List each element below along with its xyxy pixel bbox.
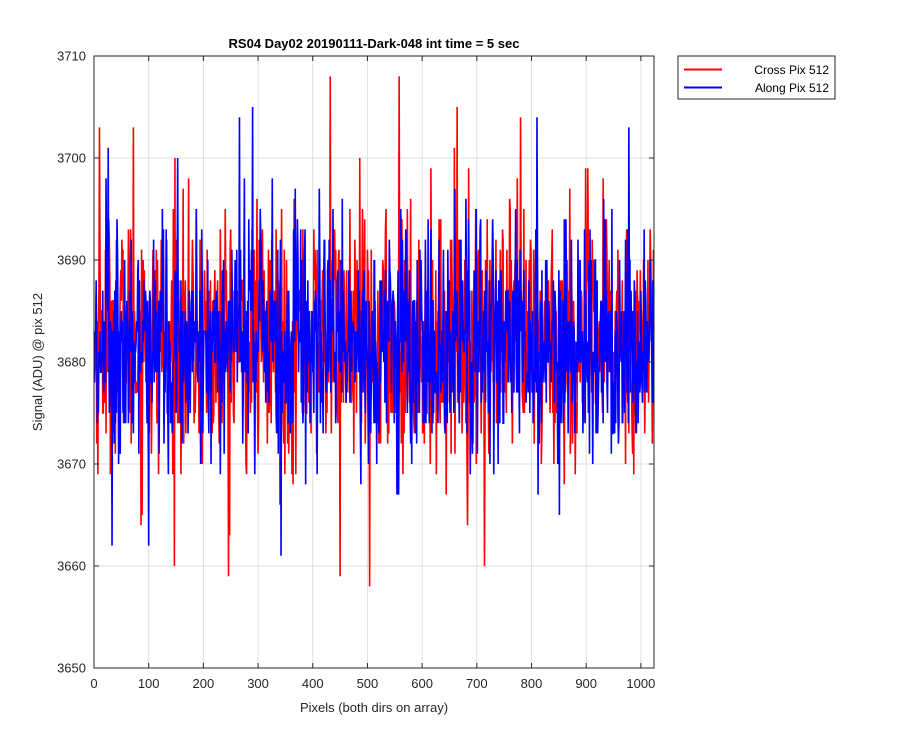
chart-title: RS04 Day02 20190111-Dark-048 int time = …	[229, 36, 520, 51]
y-tick-label: 3660	[57, 559, 86, 574]
x-tick-label: 400	[302, 676, 324, 691]
y-tick-label: 3670	[57, 457, 86, 472]
y-tick-label: 3690	[57, 253, 86, 268]
x-tick-label: 1000	[626, 676, 655, 691]
x-tick-label: 200	[193, 676, 215, 691]
x-tick-label: 800	[521, 676, 543, 691]
x-tick-label: 100	[138, 676, 160, 691]
x-axis-label: Pixels (both dirs on array)	[300, 700, 448, 715]
y-axis-label: Signal (ADU) @ pix 512	[30, 293, 45, 431]
tick-layer: 0 100 200 300 400 500 600 700 800 900 1000 3650 3660…	[57, 49, 655, 692]
x-tick-label: 900	[575, 676, 597, 691]
series-line-along-pix-512	[94, 106, 654, 556]
y-tick-label: 3710	[57, 49, 86, 64]
x-tick-label: 300	[247, 676, 269, 691]
x-tick-label: 0	[90, 676, 97, 691]
legend-label-along: Along Pix 512	[755, 81, 829, 95]
x-tick-label: 700	[466, 676, 488, 691]
y-tick-label: 3680	[57, 355, 86, 370]
x-tick-label: 600	[411, 676, 433, 691]
legend-label-cross: Cross Pix 512	[754, 63, 829, 77]
y-tick-label: 3700	[57, 151, 86, 166]
legend-box	[677, 55, 836, 100]
y-tick-label: 3650	[57, 661, 86, 676]
legend: Cross Pix 512 Along Pix 512	[677, 55, 836, 100]
x-tick-label: 500	[357, 676, 379, 691]
series-layer	[94, 76, 654, 587]
